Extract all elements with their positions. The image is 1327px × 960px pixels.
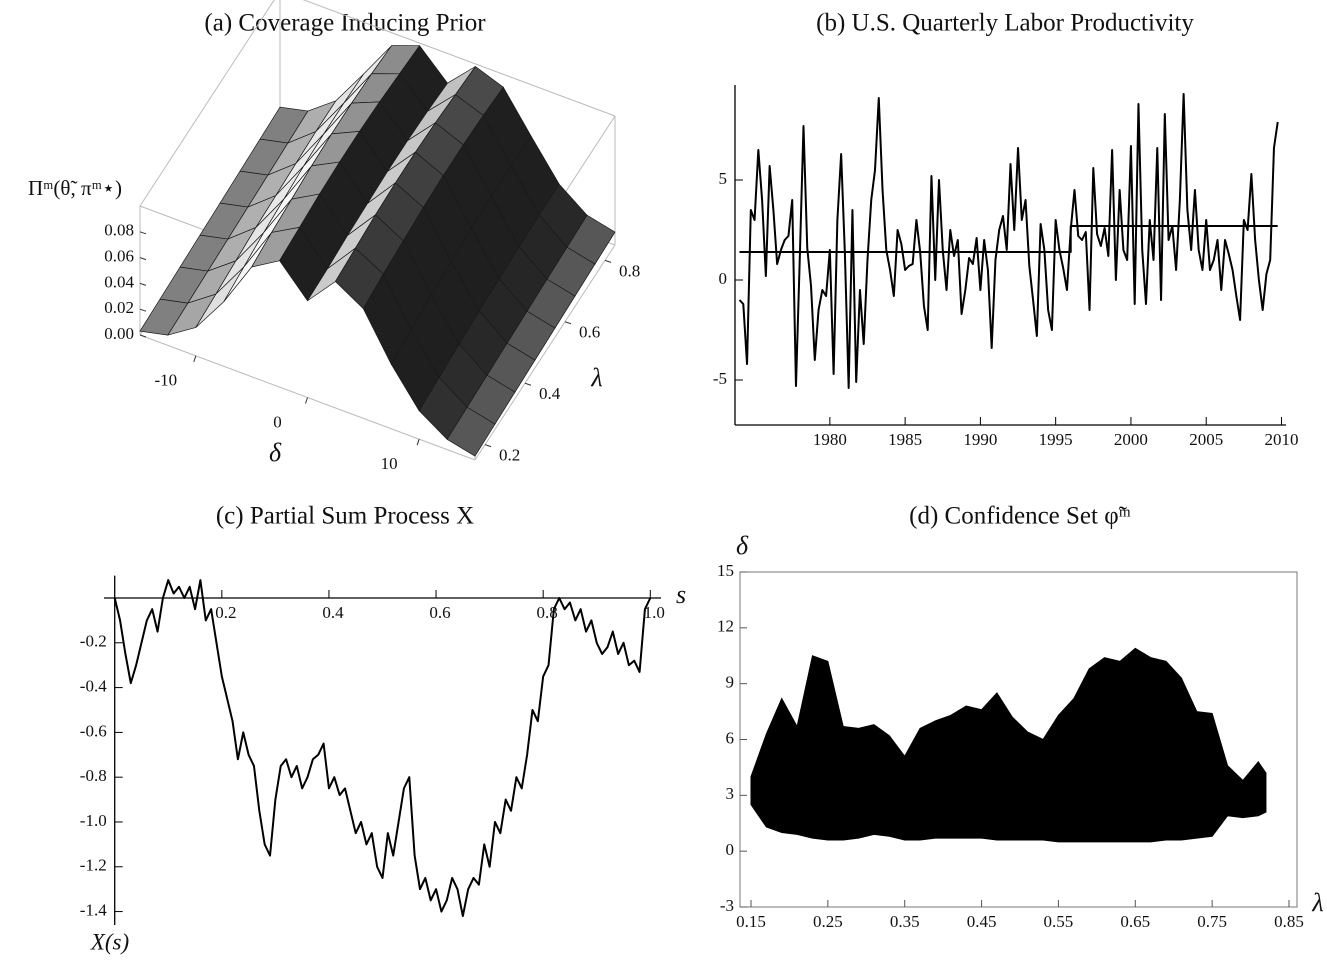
y-tick-label: -0.2 [80, 632, 107, 651]
panel-title: (c) Partial Sum Process X [216, 503, 474, 530]
panel-title: (a) Coverage Inducing Prior [204, 10, 486, 37]
x-tick [416, 439, 420, 446]
x-tick-label: 2005 [1189, 430, 1223, 449]
x-tick-label: 0.15 [736, 912, 766, 931]
z-tick [139, 308, 147, 312]
x-tick-label: 0.65 [1120, 912, 1150, 931]
y-tick-label: -0.6 [80, 721, 107, 740]
y-tick [524, 382, 532, 386]
y-tick-label: 0 [719, 269, 728, 288]
y-tick-label: 0.2 [499, 446, 520, 465]
x-tick-label: 2010 [1264, 430, 1298, 449]
x-tick-label: 1980 [813, 430, 847, 449]
y-tick-label: 6 [726, 728, 735, 747]
x-tick-label: 0 [273, 412, 282, 431]
confidence-region [750, 647, 1267, 843]
y-axis-label: X(s) [90, 929, 129, 954]
y-tick-label: 12 [717, 617, 734, 636]
y-tick [604, 259, 612, 263]
y-tick-label: 9 [726, 673, 735, 692]
series-line [113, 579, 652, 918]
z-tick-label: 0.02 [104, 298, 134, 317]
x-tick-label: 2000 [1114, 430, 1148, 449]
x-tick-label: 0.45 [967, 912, 997, 931]
y-axis-label: δ [736, 531, 749, 560]
y-tick-label: -1.0 [80, 811, 107, 830]
x-tick-label: 0.75 [1197, 912, 1227, 931]
x-tick-label: 10 [381, 454, 398, 473]
y-tick-label: -1.2 [80, 856, 107, 875]
z-tick [139, 257, 147, 261]
z-tick-label: 0.00 [104, 324, 134, 343]
x-axis-label: s [676, 580, 686, 609]
z-tick-label: 0.08 [104, 221, 134, 240]
y-tick-label: 0 [726, 840, 735, 859]
y-tick-label: 15 [717, 561, 734, 580]
x-axis-label: λ [1311, 888, 1323, 917]
x-tick-label: 0.35 [890, 912, 920, 931]
x-tick-label: 0.4 [322, 603, 344, 622]
z-tick [139, 231, 147, 235]
y-tick-label: -0.4 [80, 676, 107, 695]
x-tick-label: 1985 [888, 430, 922, 449]
x-tick-label: 1.0 [644, 603, 665, 622]
z-tick-label: 0.06 [104, 247, 134, 266]
x-tick-label: 0.6 [429, 603, 450, 622]
series-line [739, 225, 1278, 253]
y-tick-label: 0.8 [619, 261, 640, 280]
x-tick-label: 0.2 [215, 603, 236, 622]
box-edge [139, 0, 275, 207]
x-tick-label: 1990 [963, 430, 997, 449]
x-axis-label: δ [269, 438, 282, 467]
z-tick [139, 282, 147, 286]
y-axis-label: λ [590, 363, 602, 392]
y-tick-label: -1.4 [80, 900, 107, 919]
y-tick [564, 321, 572, 325]
box-edge [302, 0, 616, 117]
z-tick-label: 0.04 [104, 272, 134, 291]
z-axis-label: Πᵐ(θ̃, πᵐ⋆) [28, 176, 122, 200]
y-tick [484, 444, 492, 448]
x-tick [305, 397, 308, 404]
x-tick-label: 0.85 [1274, 912, 1304, 931]
z-tick [139, 334, 147, 338]
y-tick-label: 0.6 [579, 323, 600, 342]
x-tick-label: 1995 [1039, 430, 1073, 449]
panel-title: (d) Confidence Set φ̃ᵐ [909, 503, 1131, 530]
surface-patch [446, 406, 496, 457]
y-tick-label: 3 [726, 784, 735, 803]
x-tick-label: 0.55 [1044, 912, 1074, 931]
y-tick-label: -5 [713, 369, 727, 388]
x-tick-label: 0.25 [813, 912, 843, 931]
x-tick [193, 355, 197, 362]
x-tick-label: -10 [154, 371, 177, 390]
y-tick-label: -3 [720, 896, 734, 915]
y-tick-label: 0.4 [539, 384, 561, 403]
y-tick-label: 5 [719, 169, 728, 188]
series-line [738, 93, 1279, 389]
y-tick-label: -0.8 [80, 766, 107, 785]
box-edge [474, 244, 616, 461]
panel-title: (b) U.S. Quarterly Labor Productivity [816, 10, 1194, 37]
